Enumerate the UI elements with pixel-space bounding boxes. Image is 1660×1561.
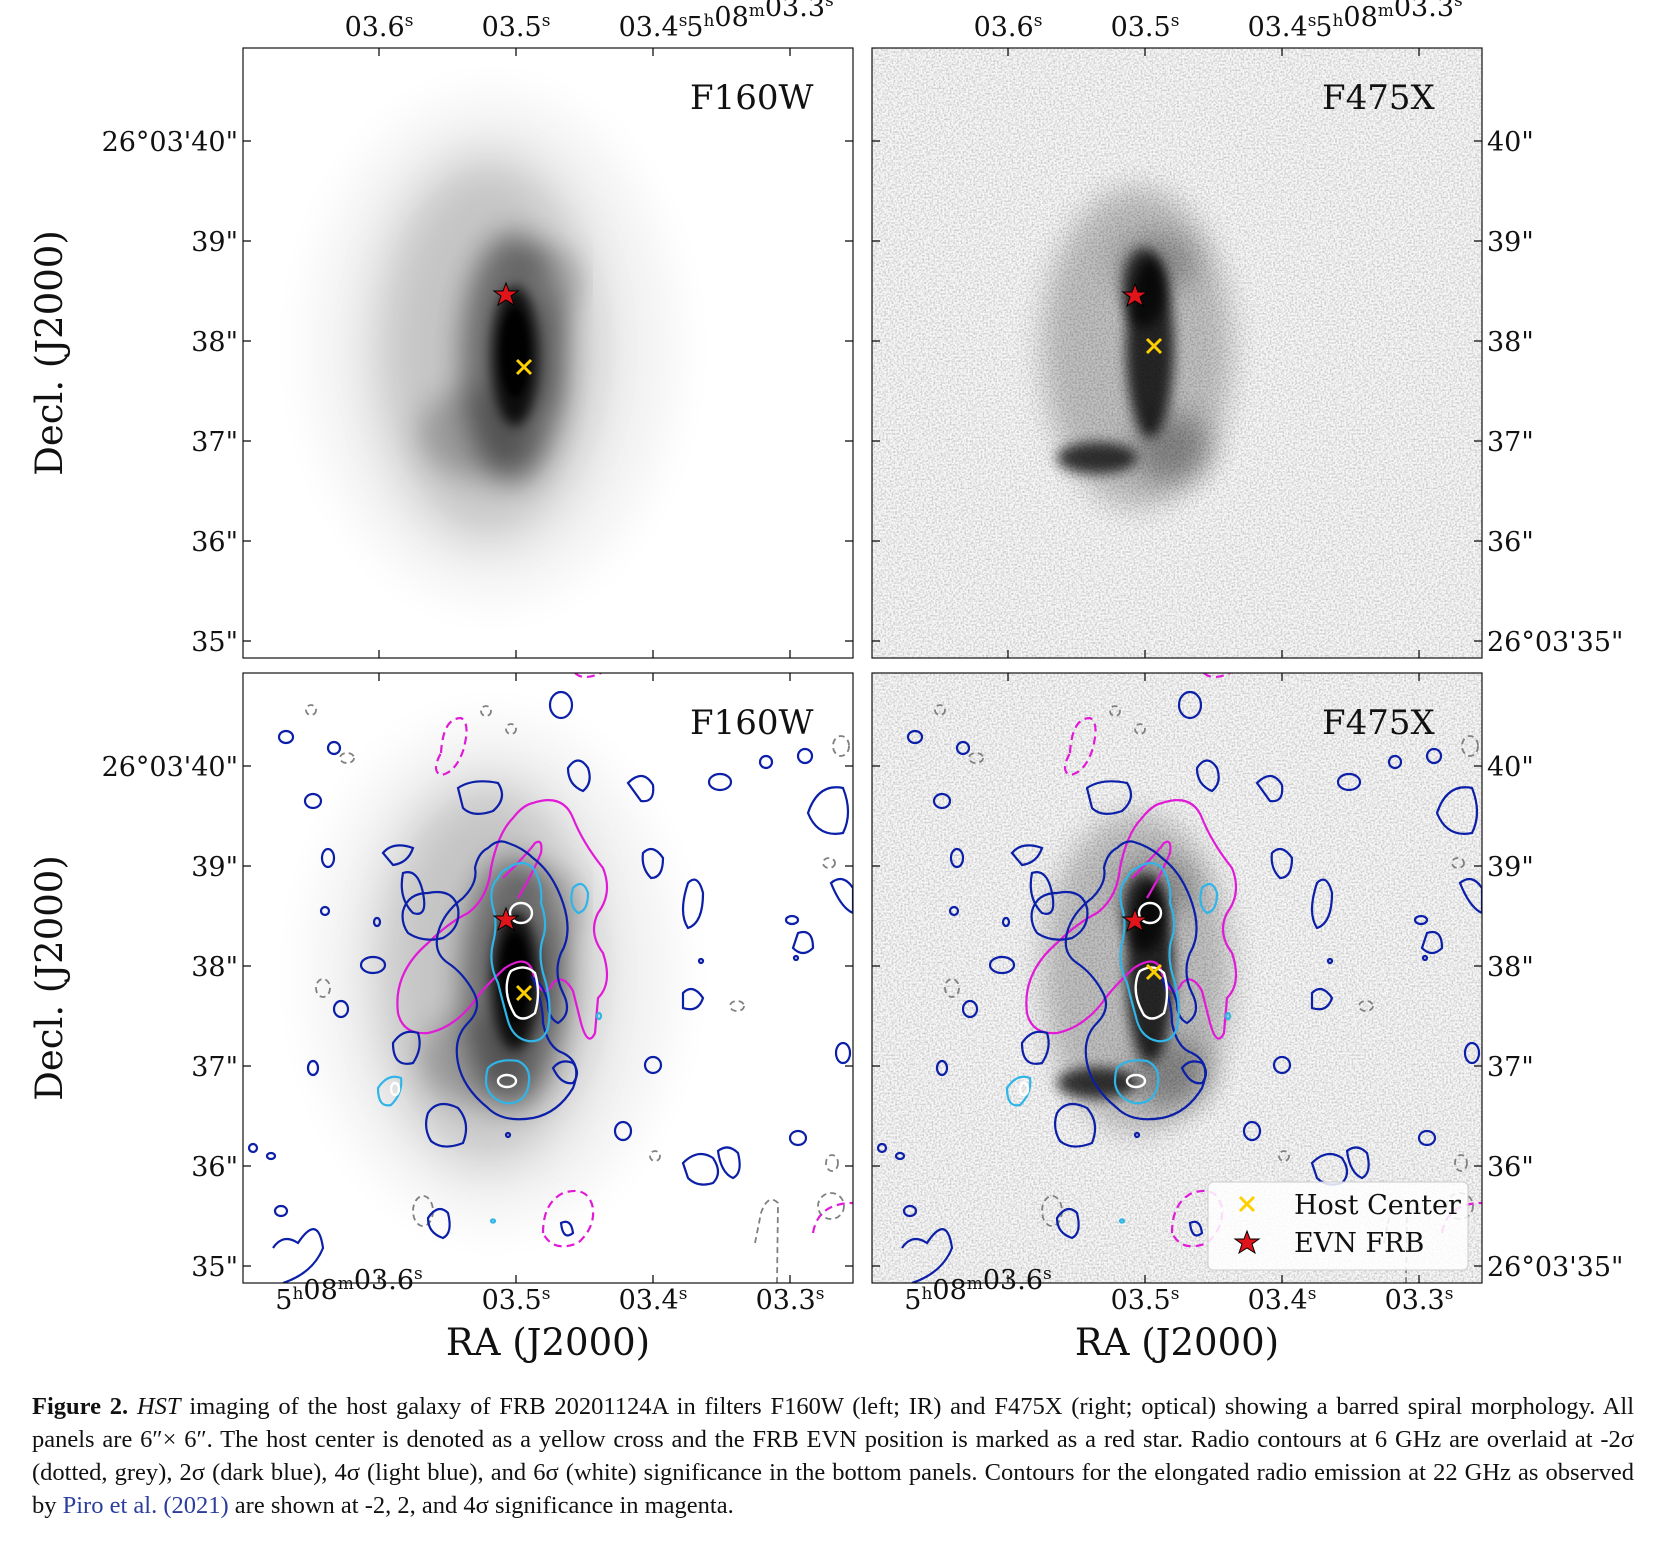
figure-panels: F160W F475X F160W F475X [28,0,1624,1364]
dec-tick-label: 37" [191,1052,238,1083]
dec-tick-label: 38" [191,327,238,358]
panel-filter-label: F160W [690,78,813,118]
ra-tick-label: 03.5s [1111,1284,1180,1316]
panel-bottom-right: F475X Host Center EVN FRB [871,672,1483,1284]
dec-tick-label: 37" [1487,1052,1534,1083]
dec-tick-label: 37" [191,427,238,458]
dec-tick-label: 35" [191,1252,238,1283]
ra-tick-label: 03.5s [482,1284,551,1316]
caption-label: Figure 2. [32,1393,129,1420]
evn-frb-marker [1121,282,1149,308]
caption-text-1: imaging of the host galaxy of FRB 202011… [32,1393,1635,1519]
panel-top-left: F160W [242,47,854,659]
dec-tick-label: 39" [1487,227,1534,258]
legend-host-center-icon [1238,1195,1256,1213]
dec-tick-label: 35" [191,627,238,658]
host-center-marker [1145,963,1163,981]
host-center-marker [515,984,533,1002]
dec-tick-label: 39" [191,852,238,883]
ra-tick-label: 5h08m03.6s [275,1264,422,1316]
ra-tick-label: 03.6s [345,11,414,43]
ra-tick-label: 5h08m03.3s [1315,0,1462,43]
panel-top-right: F475X [871,47,1483,659]
legend: Host Center EVN FRB [1207,1181,1469,1271]
legend-evn-frb-icon [1233,1229,1261,1255]
x-axis-label-right: RA (J2000) [1075,1321,1279,1364]
ra-tick-label: 5h08m03.3s [686,0,833,43]
panel-filter-label: F475X [1322,703,1435,743]
legend-host-center-label: Host Center [1294,1190,1461,1221]
host-center-marker [515,358,533,376]
evn-frb-marker [492,281,520,307]
dec-tick-label: 39" [191,227,238,258]
evn-frb-marker [1121,907,1149,933]
dec-tick-label: 38" [1487,952,1534,983]
y-axis-label-top: Decl. (J2000) [28,230,71,476]
dec-tick-label: 36" [191,1152,238,1183]
legend-evn-frb-label: EVN FRB [1294,1228,1424,1259]
caption-telescope: HST [136,1393,181,1420]
ra-tick-label: 03.4s [1248,1284,1317,1316]
panel-bottom-left: F160W [242,672,854,1284]
ra-tick-label: 03.6s [974,11,1043,43]
panel-filter-label: F475X [1322,78,1435,118]
dec-tick-label: 38" [191,952,238,983]
dec-tick-label: 37" [1487,427,1534,458]
x-axis-label-left: RA (J2000) [446,1321,650,1364]
y-axis-label-bottom: Decl. (J2000) [28,855,71,1101]
ra-tick-label: 03.4s [1248,11,1317,43]
ra-tick-label: 03.5s [1111,11,1180,43]
panel-filter-label: F160W [690,703,813,743]
ra-tick-label: 03.5s [482,11,551,43]
dec-tick-label: 40" [1487,752,1534,783]
figure-caption: Figure 2. HST imaging of the host galaxy… [32,1390,1634,1522]
host-center-marker [1145,337,1163,355]
dec-tick-label: 36" [191,527,238,558]
dec-tick-label: 26°03'35" [1487,1252,1623,1283]
ra-tick-label: 03.3s [1385,1284,1454,1316]
dec-tick-label: 26°03'40" [102,752,238,783]
dec-tick-label: 38" [1487,327,1534,358]
caption-reference-link[interactable]: Piro et al. (2021) [62,1492,229,1519]
dec-tick-label: 26°03'40" [102,127,238,158]
ra-tick-label: 03.3s [756,1284,825,1316]
dec-tick-label: 39" [1487,852,1534,883]
ra-tick-label: 5h08m03.6s [904,1264,1051,1316]
dec-tick-label: 36" [1487,527,1534,558]
ra-tick-label: 03.4s [619,11,688,43]
dec-tick-label: 40" [1487,127,1534,158]
evn-frb-marker [492,906,520,932]
dec-tick-label: 36" [1487,1152,1534,1183]
caption-text-2: are shown at -2, 2, and 4σ significance … [228,1492,734,1519]
dec-tick-label: 26°03'35" [1487,627,1623,658]
ra-tick-label: 03.4s [619,1284,688,1316]
